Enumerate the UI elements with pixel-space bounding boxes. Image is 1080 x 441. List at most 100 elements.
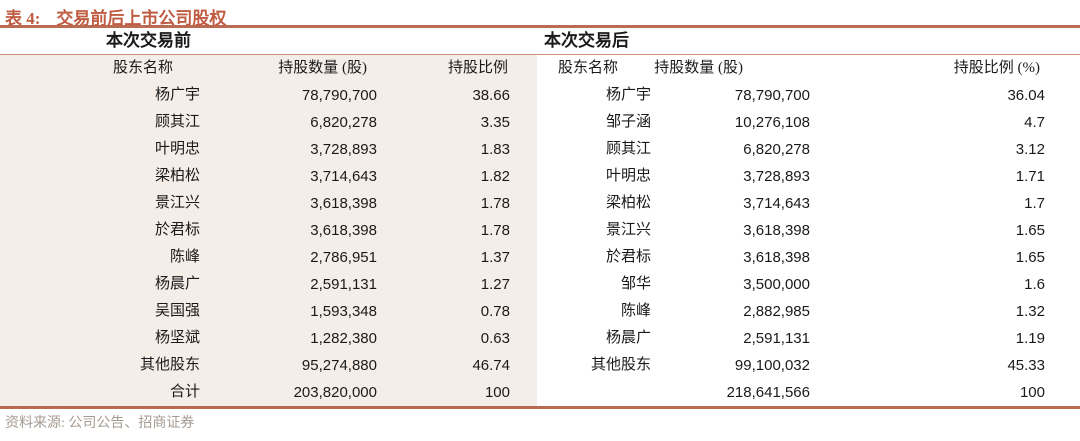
cell-share-count: 10,276,108: [734, 114, 810, 131]
section-divider-rule: [0, 54, 1080, 55]
table-row: 梁柏松 3,714,643 1.82: [0, 163, 537, 190]
cell-share-count: 3,728,893: [310, 141, 377, 158]
table-row: 杨晨广 2,591,131 1.19: [540, 325, 1080, 352]
cell-share-count: 2,591,131: [310, 276, 377, 293]
cell-shareholder-name: 陈峰: [169, 249, 200, 265]
table-before-transaction: 股东名称 持股数量 (股) 持股比例 杨广宇 78,790,700 38.66 顾其江…: [0, 55, 537, 406]
cell-shareholder-name: 梁柏松: [154, 168, 200, 184]
cell-share-ratio: 46.74: [472, 357, 510, 374]
table-row: 景江兴 3,618,398 1.65: [540, 217, 1080, 244]
cell-shareholder-name: 顾其江: [605, 141, 651, 157]
cell-shareholder-name: 其他股东: [590, 357, 651, 373]
column-header-share-count: 持股数量 (股): [654, 60, 743, 76]
table-after-transaction: 股东名称 持股数量 (股) 持股比例 (%) 杨广宇 78,790,700 36.0…: [540, 55, 1080, 406]
cell-share-count: 1,282,380: [310, 330, 377, 347]
cell-share-count: 3,714,643: [743, 195, 810, 212]
cell-share-ratio: 1.83: [480, 141, 510, 158]
cell-shareholder-name: 合计: [169, 384, 200, 400]
cell-shareholder-name: 邹子涵: [605, 114, 651, 130]
table-title-text: 交易前后上市公司股权: [56, 9, 227, 28]
table-row: 杨广宇 78,790,700 38.66: [0, 82, 537, 109]
source-note: 资料来源: 公司公告、招商证券: [5, 416, 195, 431]
cell-share-count: 6,820,278: [310, 114, 377, 131]
cell-shareholder-name: [540, 379, 651, 406]
cell-share-count: 203,820,000: [293, 384, 377, 401]
table-rows-before: 杨广宇 78,790,700 38.66 顾其江 6,820,278 3.35 叶明忠 3,7…: [0, 82, 537, 406]
table-row: 陈峰 2,882,985 1.32: [540, 298, 1080, 325]
cell-share-ratio: 4.7: [1024, 114, 1045, 131]
column-header-share-count: 持股数量 (股): [278, 60, 367, 76]
cell-shareholder-name: 杨晨广: [154, 276, 200, 292]
column-header-share-ratio: 持股比例: [447, 60, 508, 76]
table-row: 218,641,566 100: [540, 379, 1080, 406]
cell-share-ratio: 1.78: [480, 222, 510, 239]
cell-share-ratio: 1.27: [480, 276, 510, 293]
cell-shareholder-name: 杨广宇: [154, 87, 200, 103]
cell-share-count: 3,500,000: [743, 276, 810, 293]
table-row: 邹华 3,500,000 1.6: [540, 271, 1080, 298]
cell-share-count: 78,790,700: [734, 87, 810, 104]
table-row: 叶明忠 3,728,893 1.71: [540, 163, 1080, 190]
cell-share-ratio: 1.37: [480, 249, 510, 266]
cell-share-count: 78,790,700: [301, 87, 377, 104]
cell-share-ratio: 1.82: [480, 168, 510, 185]
table-row: 杨广宇 78,790,700 36.04: [540, 82, 1080, 109]
table-row: 於君标 3,618,398 1.65: [540, 244, 1080, 271]
cell-share-count: 3,618,398: [310, 222, 377, 239]
cell-share-ratio: 1.65: [1015, 249, 1045, 266]
cell-shareholder-name: 杨晨广: [605, 330, 651, 346]
table-row: 吴国强 1,593,348 0.78: [0, 298, 537, 325]
cell-share-ratio: 0.78: [480, 303, 510, 320]
table-row: 景江兴 3,618,398 1.78: [0, 190, 537, 217]
cell-shareholder-name: 其他股东: [139, 357, 200, 373]
cell-share-ratio: 0.63: [480, 330, 510, 347]
before-section-shade: [0, 55, 537, 406]
table-row: 陈峰 2,786,951 1.37: [0, 244, 537, 271]
cell-share-ratio: 3.12: [1015, 141, 1045, 158]
cell-share-ratio: 45.33: [1007, 357, 1045, 374]
cell-share-count: 99,100,032: [734, 357, 810, 374]
cell-share-count: 6,820,278: [743, 141, 810, 158]
cell-share-count: 2,786,951: [310, 249, 377, 266]
cell-share-count: 1,593,348: [310, 303, 377, 320]
column-header-share-ratio: 持股比例 (%): [953, 60, 1040, 76]
section-label-after-transaction: 本次交易后: [544, 31, 629, 50]
cell-shareholder-name: 景江兴: [154, 195, 200, 211]
table-row: 於君标 3,618,398 1.78: [0, 217, 537, 244]
table-bottom-rule: [0, 406, 1080, 409]
cell-share-ratio: 1.65: [1015, 222, 1045, 239]
table-row: 顾其江 6,820,278 3.12: [540, 136, 1080, 163]
cell-share-ratio: 36.04: [1007, 87, 1045, 104]
cell-shareholder-name: 吴国强: [154, 303, 200, 319]
table-title: 表 4: 交易前后上市公司股权: [0, 0, 1080, 28]
cell-share-count: 3,714,643: [310, 168, 377, 185]
cell-share-ratio: 100: [1019, 384, 1045, 401]
table-row: 梁柏松 3,714,643 1.7: [540, 190, 1080, 217]
table-row: 其他股东 99,100,032 45.33: [540, 352, 1080, 379]
table-row: 杨坚斌 1,282,380 0.63: [0, 325, 537, 352]
cell-share-ratio: 1.78: [480, 195, 510, 212]
cell-share-ratio: 38.66: [472, 87, 510, 104]
cell-share-count: 2,882,985: [743, 303, 810, 320]
cell-share-ratio: 1.19: [1015, 330, 1045, 347]
section-header-row: 本次交易前 本次交易后: [0, 28, 1080, 54]
column-header-row: 股东名称 持股数量 (股) 持股比例 (%): [540, 55, 1080, 82]
table-rows-after: 杨广宇 78,790,700 36.04 邹子涵 10,276,108 4.7 顾其江 6,8…: [540, 82, 1080, 406]
cell-share-count: 95,274,880: [301, 357, 377, 374]
table-row: 叶明忠 3,728,893 1.83: [0, 136, 537, 163]
column-header-row: 股东名称 持股数量 (股) 持股比例: [0, 55, 537, 82]
table-row: 合计 203,820,000 100: [0, 379, 537, 406]
cell-shareholder-name: 於君标: [154, 222, 200, 238]
cell-share-ratio: 1.6: [1024, 276, 1045, 293]
cell-share-count: 3,618,398: [310, 195, 377, 212]
cell-share-count: 3,618,398: [743, 249, 810, 266]
table-row: 顾其江 6,820,278 3.35: [0, 109, 537, 136]
cell-share-ratio: 1.7: [1024, 195, 1045, 212]
table-body: 股东名称 持股数量 (股) 持股比例 杨广宇 78,790,700 38.66 顾其江…: [0, 55, 1080, 406]
cell-share-ratio: 1.32: [1015, 303, 1045, 320]
cell-shareholder-name: 杨坚斌: [154, 330, 200, 346]
cell-shareholder-name: 梁柏松: [605, 195, 651, 211]
cell-share-count: 218,641,566: [726, 384, 810, 401]
table-number-label: 表 4:: [5, 9, 41, 28]
